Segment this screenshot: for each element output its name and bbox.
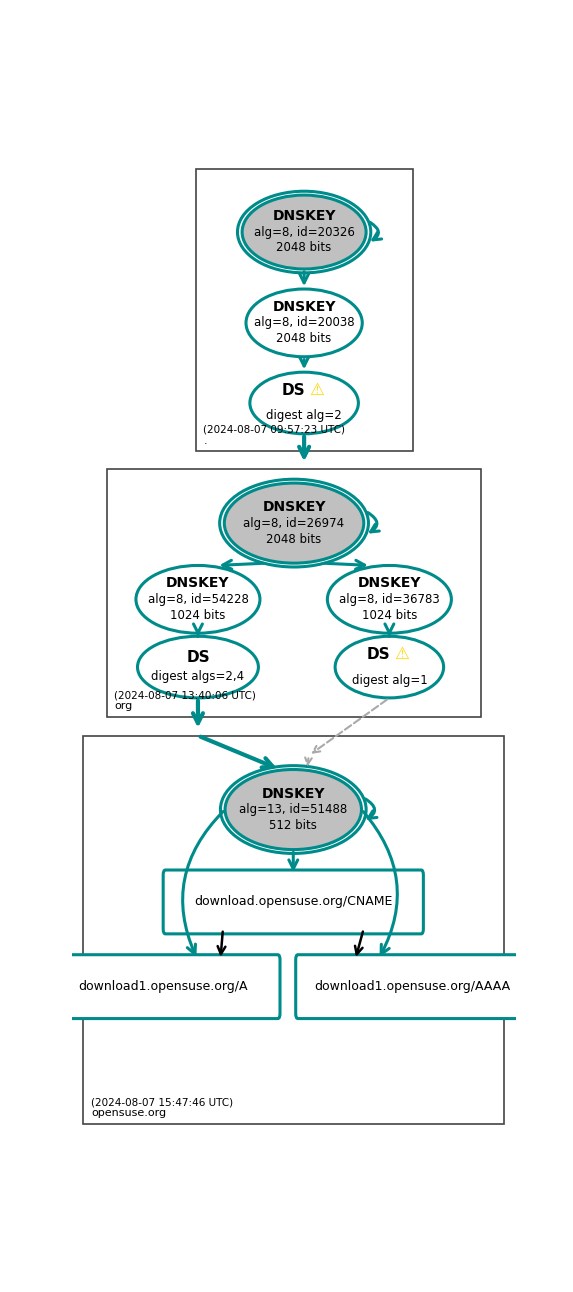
FancyBboxPatch shape xyxy=(46,955,280,1018)
Text: alg=8, id=36783: alg=8, id=36783 xyxy=(339,593,439,606)
Text: DNSKEY: DNSKEY xyxy=(262,500,326,514)
Ellipse shape xyxy=(327,566,452,633)
Ellipse shape xyxy=(246,289,362,357)
Text: DNSKEY: DNSKEY xyxy=(272,209,336,224)
Ellipse shape xyxy=(225,770,362,850)
Text: (2024-08-07 15:47:46 UTC): (2024-08-07 15:47:46 UTC) xyxy=(91,1097,233,1107)
Text: (2024-08-07 13:40:06 UTC): (2024-08-07 13:40:06 UTC) xyxy=(114,691,256,700)
Text: 1024 bits: 1024 bits xyxy=(362,609,417,621)
Text: DS: DS xyxy=(281,382,305,398)
FancyBboxPatch shape xyxy=(163,870,423,934)
Text: alg=8, id=54228: alg=8, id=54228 xyxy=(147,593,248,606)
Text: download1.opensuse.org/AAAA: download1.opensuse.org/AAAA xyxy=(315,981,511,994)
Text: DNSKEY: DNSKEY xyxy=(272,300,336,314)
Text: DS: DS xyxy=(367,647,390,662)
Text: (2024-08-07 09:57:23 UTC): (2024-08-07 09:57:23 UTC) xyxy=(203,425,346,435)
Text: opensuse.org: opensuse.org xyxy=(91,1109,166,1118)
Ellipse shape xyxy=(242,195,366,269)
Text: digest alg=2: digest alg=2 xyxy=(266,410,342,422)
Text: 2048 bits: 2048 bits xyxy=(277,242,332,255)
FancyBboxPatch shape xyxy=(107,469,481,717)
Text: DNSKEY: DNSKEY xyxy=(261,787,325,801)
Text: digest alg=1: digest alg=1 xyxy=(351,673,427,686)
Text: 1024 bits: 1024 bits xyxy=(170,609,226,621)
Text: alg=8, id=20038: alg=8, id=20038 xyxy=(254,317,355,329)
Text: alg=8, id=26974: alg=8, id=26974 xyxy=(244,517,344,530)
Ellipse shape xyxy=(136,566,260,633)
Ellipse shape xyxy=(138,636,258,698)
Text: .: . xyxy=(203,435,207,446)
Text: 512 bits: 512 bits xyxy=(269,819,317,832)
Text: download.opensuse.org/CNAME: download.opensuse.org/CNAME xyxy=(194,895,393,908)
Text: 2048 bits: 2048 bits xyxy=(277,332,332,345)
Text: DNSKEY: DNSKEY xyxy=(358,576,421,590)
Ellipse shape xyxy=(224,483,364,563)
FancyBboxPatch shape xyxy=(195,169,413,451)
Text: ⚠: ⚠ xyxy=(309,381,324,399)
Text: download1.opensuse.org/A: download1.opensuse.org/A xyxy=(79,981,248,994)
Text: DNSKEY: DNSKEY xyxy=(166,576,230,590)
Text: 2048 bits: 2048 bits xyxy=(266,532,321,545)
FancyBboxPatch shape xyxy=(296,955,529,1018)
FancyBboxPatch shape xyxy=(83,735,504,1124)
Text: digest algs=2,4: digest algs=2,4 xyxy=(151,671,245,683)
Text: org: org xyxy=(114,702,132,712)
Text: ⚠: ⚠ xyxy=(394,645,409,663)
Text: alg=8, id=20326: alg=8, id=20326 xyxy=(254,226,355,239)
Ellipse shape xyxy=(250,372,358,434)
Ellipse shape xyxy=(335,636,444,698)
Text: DS: DS xyxy=(186,650,210,665)
Text: alg=13, id=51488: alg=13, id=51488 xyxy=(239,804,347,817)
